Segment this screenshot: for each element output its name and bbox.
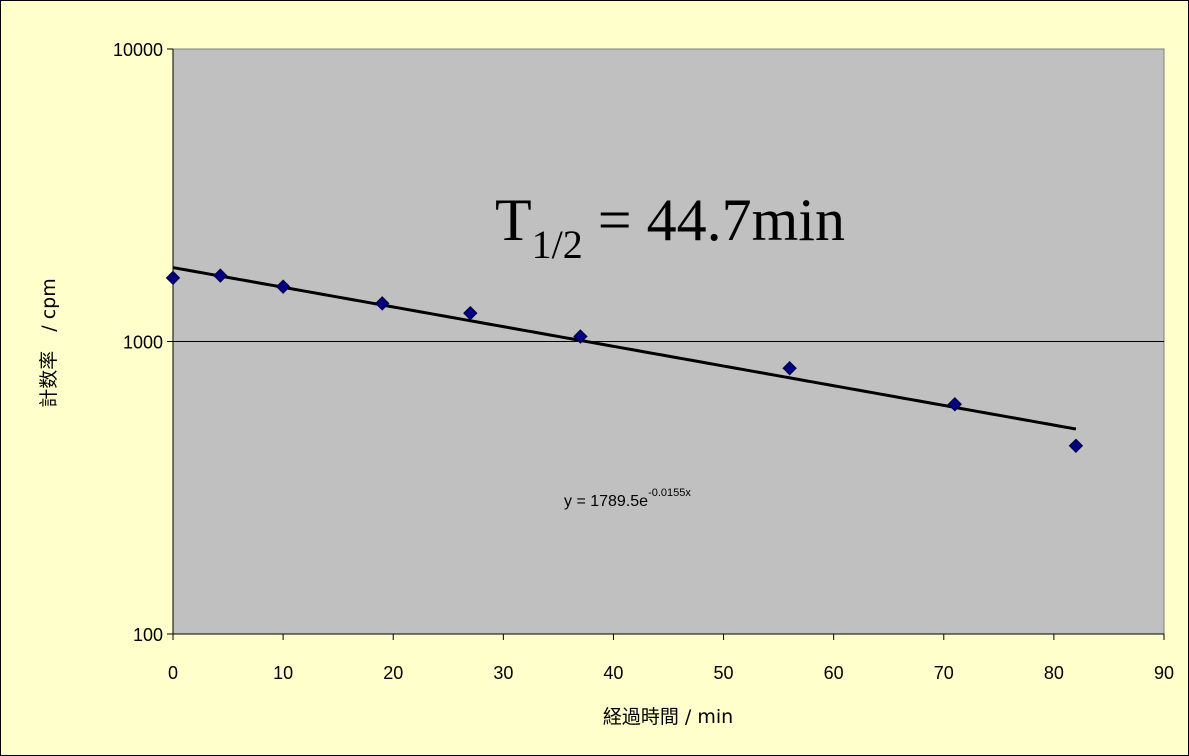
data-point [165,270,181,286]
equation-base: y = 1789.5e [564,493,648,510]
trendline [172,266,1077,431]
x-tick-label: 20 [383,663,403,683]
y-tick-label: 10000 [113,40,163,60]
half-life-annotation: T1/2 = 44.7min [495,187,845,267]
data-point [573,329,588,344]
data-points [165,268,1084,453]
y-axis-ticks: 100 1000 10000 [113,40,173,645]
data-point [782,361,797,376]
x-tick-label: 0 [168,663,178,683]
y-tick-label: 1000 [123,333,163,353]
half-life-T: T [495,187,532,253]
x-tick-label: 40 [603,663,623,683]
x-tick-label: 10 [273,663,293,683]
data-point [947,397,962,412]
data-point [213,268,228,283]
x-axis-title: 経過時間 / min [603,706,733,728]
data-point [463,305,478,321]
data-point [1068,438,1084,453]
half-life-subscript: 1/2 [532,222,583,267]
x-tick-label: 50 [714,663,734,683]
y-tick-label: 100 [133,625,163,645]
trendline-equation: y = 1789.5e-0.0155x [564,487,691,510]
x-tick-label: 30 [493,663,513,683]
data-point [375,296,390,311]
x-tick-label: 70 [934,663,954,683]
x-tick-label: 80 [1044,663,1064,683]
x-tick-label: 60 [824,663,844,683]
x-axis-ticks: 0 10 20 30 40 50 60 70 80 90 [168,634,1174,683]
half-life-value: = 44.7min [583,187,845,253]
x-tick-label: 90 [1154,663,1174,683]
y-axis-title: 計数率 / cpm [38,278,60,407]
data-point [275,279,291,294]
equation-exponent: -0.0155x [648,487,691,499]
